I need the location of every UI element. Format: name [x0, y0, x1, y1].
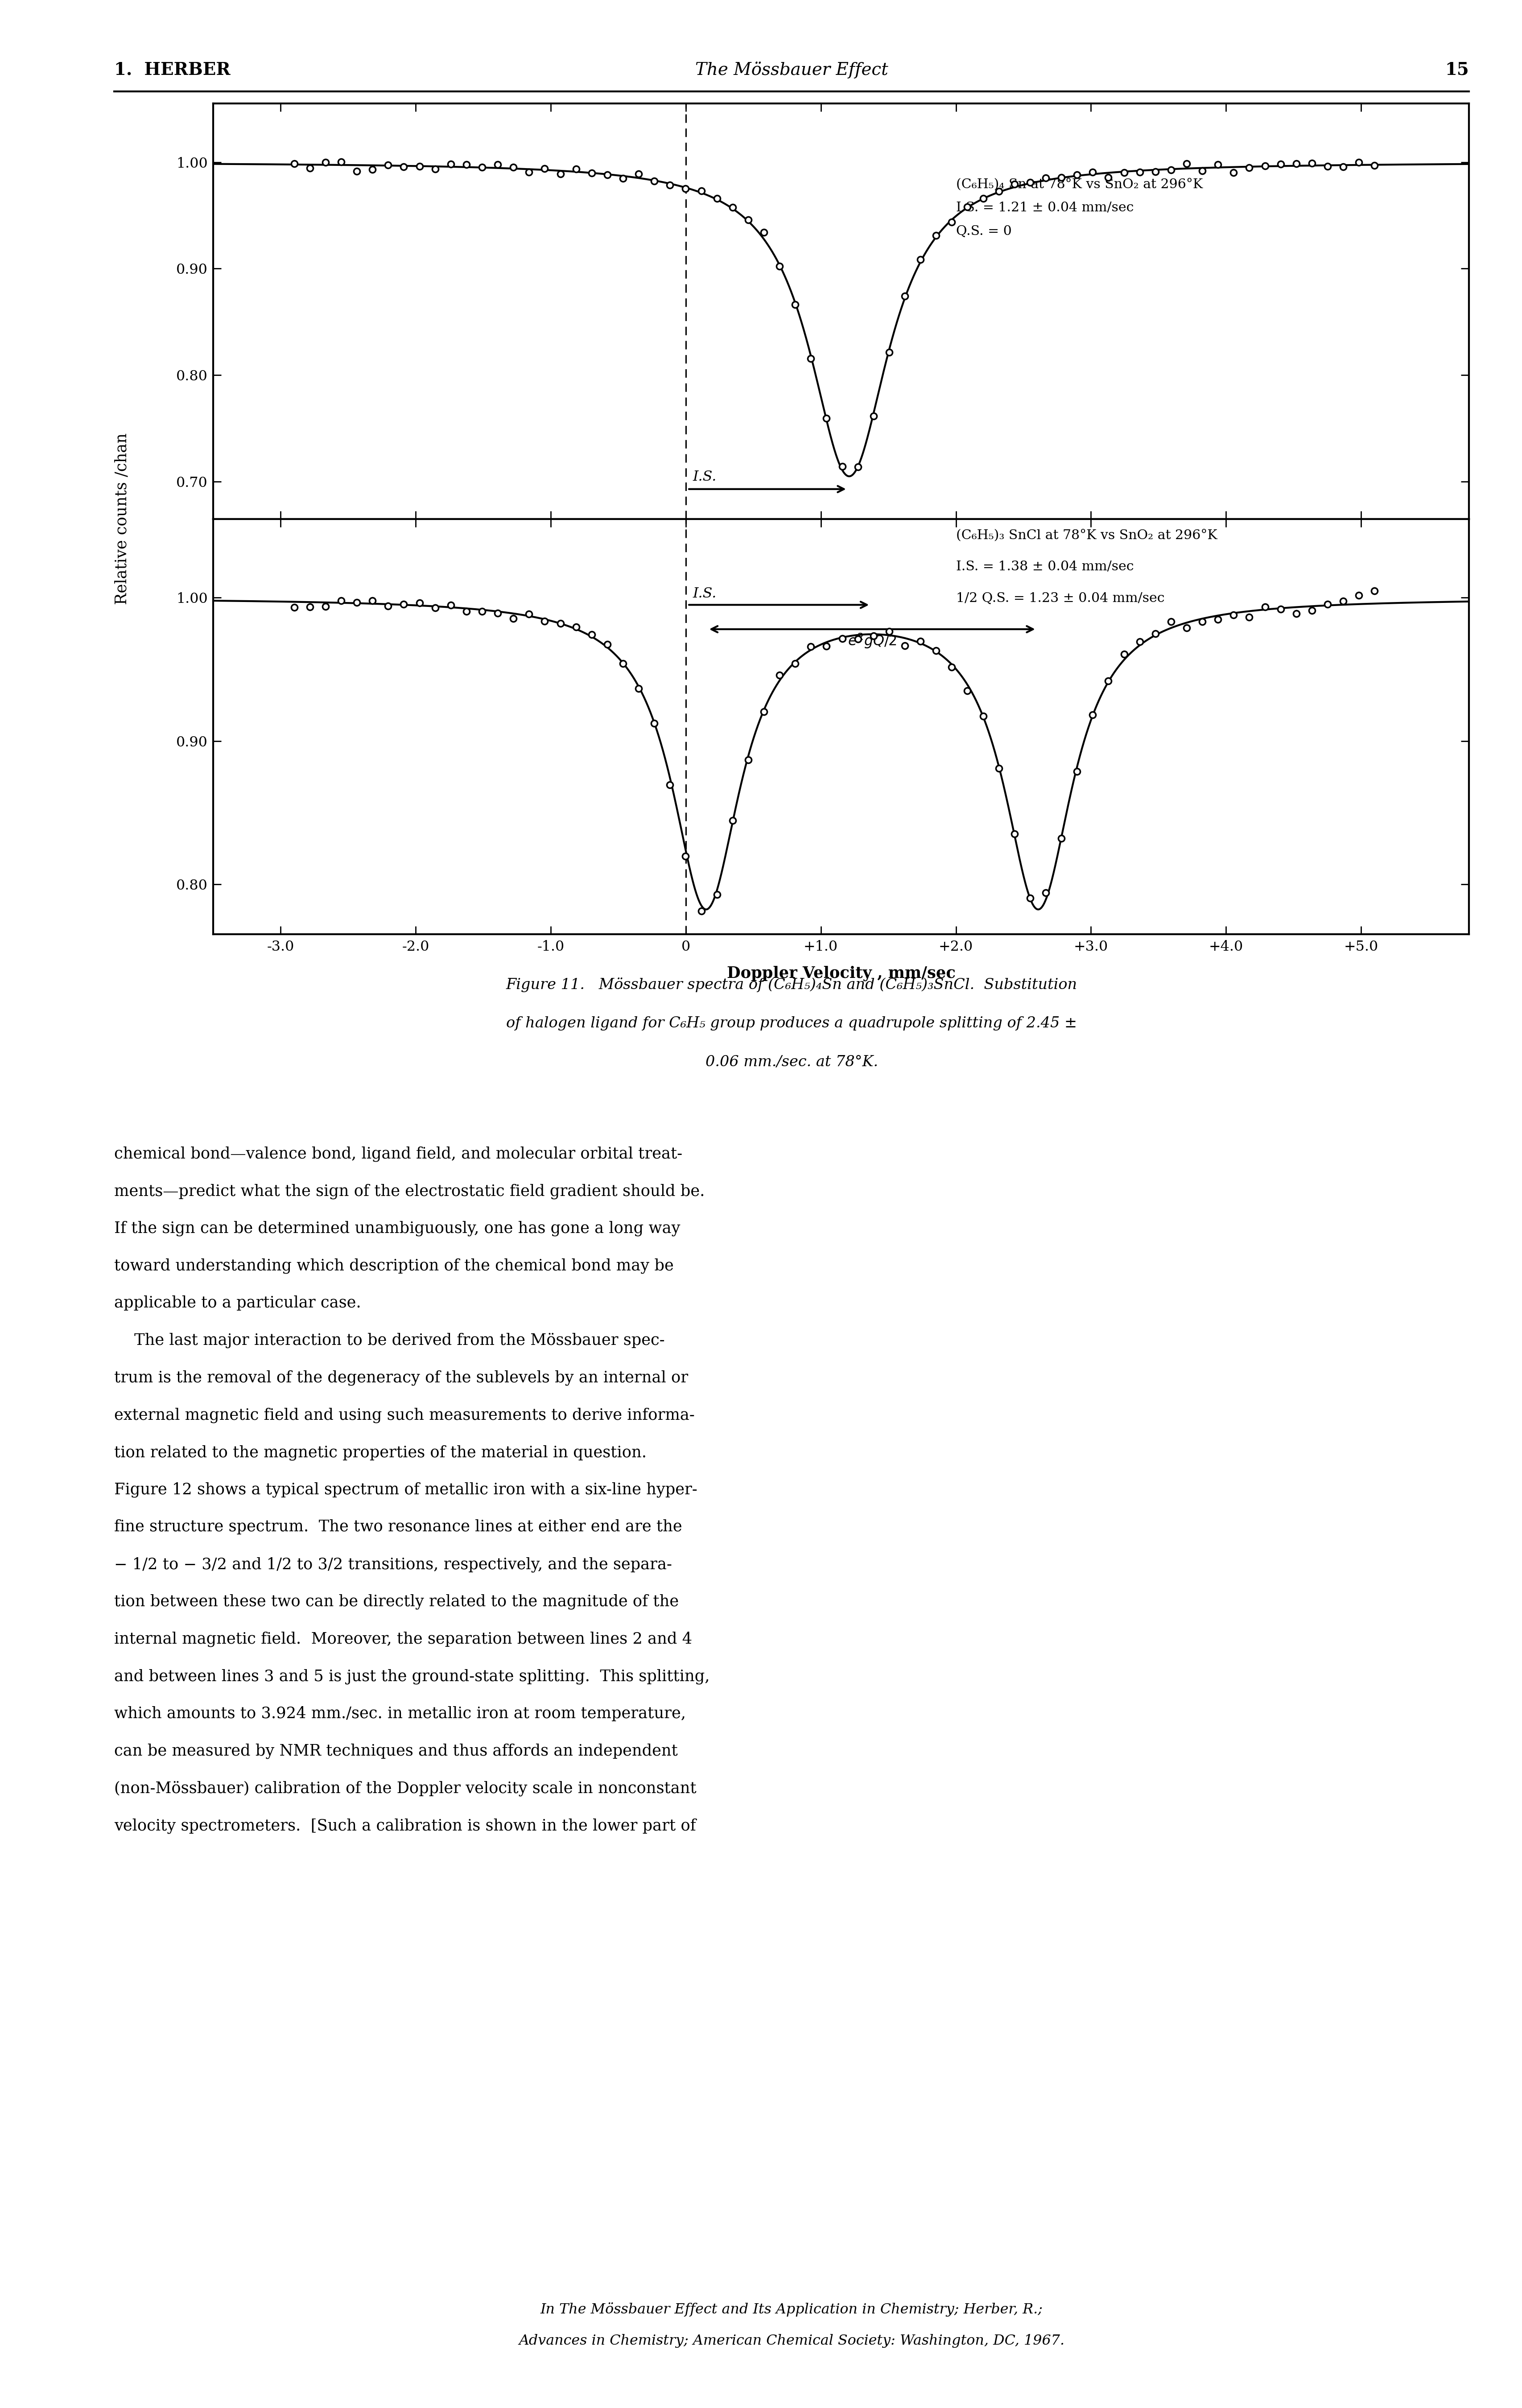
Text: I.S.: I.S.: [693, 470, 717, 484]
Text: ments—predict what the sign of the electrostatic field gradient should be.: ments—predict what the sign of the elect…: [114, 1185, 705, 1199]
Text: 1/2 Q.S. = 1.23 ± 0.04 mm/sec: 1/2 Q.S. = 1.23 ± 0.04 mm/sec: [956, 592, 1164, 604]
Text: of halogen ligand for C₆H₅ group produces a quadrupole splitting of 2.45 ±: of halogen ligand for C₆H₅ group produce…: [507, 1016, 1076, 1031]
Text: Figure 12 shows a typical spectrum of metallic iron with a six-line hyper-: Figure 12 shows a typical spectrum of me…: [114, 1483, 697, 1498]
Text: velocity spectrometers.  [Such a calibration is shown in the lower part of: velocity spectrometers. [Such a calibrat…: [114, 1818, 696, 1832]
Text: applicable to a particular case.: applicable to a particular case.: [114, 1296, 361, 1310]
Text: The Mössbauer Effect: The Mössbauer Effect: [696, 60, 887, 79]
Text: (C₆H₅)₄ Sn at 78°K vs SnO₂ at 296°K: (C₆H₅)₄ Sn at 78°K vs SnO₂ at 296°K: [956, 178, 1202, 190]
Text: If the sign can be determined unambiguously, one has gone a long way: If the sign can be determined unambiguou…: [114, 1221, 680, 1235]
Text: $e^2gQ/2$: $e^2gQ/2$: [848, 631, 896, 650]
Text: − 1/2 to − 3/2 and 1/2 to 3/2 transitions, respectively, and the separa-: − 1/2 to − 3/2 and 1/2 to 3/2 transition…: [114, 1558, 671, 1572]
Text: tion between these two can be directly related to the magnitude of the: tion between these two can be directly r…: [114, 1594, 679, 1609]
Text: trum is the removal of the degeneracy of the sublevels by an internal or: trum is the removal of the degeneracy of…: [114, 1370, 688, 1385]
Text: and between lines 3 and 5 is just the ground-state splitting.  This splitting,: and between lines 3 and 5 is just the gr…: [114, 1669, 709, 1683]
Text: 0.06 mm./sec. at 78°K.: 0.06 mm./sec. at 78°K.: [705, 1055, 878, 1069]
Text: tion related to the magnetic properties of the material in question.: tion related to the magnetic properties …: [114, 1445, 647, 1459]
Text: internal magnetic field.  Moreover, the separation between lines 2 and 4: internal magnetic field. Moreover, the s…: [114, 1633, 693, 1647]
Text: fine structure spectrum.  The two resonance lines at either end are the: fine structure spectrum. The two resonan…: [114, 1519, 682, 1534]
Text: I.S.: I.S.: [693, 588, 717, 600]
Text: Relative counts /chan: Relative counts /chan: [114, 433, 129, 604]
Text: which amounts to 3.924 mm./sec. in metallic iron at room temperature,: which amounts to 3.924 mm./sec. in metal…: [114, 1707, 686, 1722]
Text: I.S. = 1.21 ± 0.04 mm/sec: I.S. = 1.21 ± 0.04 mm/sec: [956, 202, 1134, 214]
Text: chemical bond—valence bond, ligand field, and molecular orbital treat-: chemical bond—valence bond, ligand field…: [114, 1146, 682, 1161]
Text: 1.  HERBER: 1. HERBER: [114, 60, 230, 79]
Text: (non-Mössbauer) calibration of the Doppler velocity scale in nonconstant: (non-Mössbauer) calibration of the Doppl…: [114, 1782, 696, 1796]
Text: In The Mössbauer Effect and Its Application in Chemistry; Herber, R.;: In The Mössbauer Effect and Its Applicat…: [540, 2302, 1043, 2316]
Text: external magnetic field and using such measurements to derive informa-: external magnetic field and using such m…: [114, 1406, 694, 1423]
Text: toward understanding which description of the chemical bond may be: toward understanding which description o…: [114, 1259, 674, 1274]
Text: The last major interaction to be derived from the Mössbauer spec-: The last major interaction to be derived…: [114, 1334, 665, 1348]
Text: I.S. = 1.38 ± 0.04 mm/sec: I.S. = 1.38 ± 0.04 mm/sec: [956, 561, 1134, 573]
Text: can be measured by NMR techniques and thus affords an independent: can be measured by NMR techniques and th…: [114, 1743, 677, 1758]
Text: Doppler Velocity , mm/sec: Doppler Velocity , mm/sec: [726, 966, 956, 980]
Text: (C₆H₅)₃ SnCl at 78°K vs SnO₂ at 296°K: (C₆H₅)₃ SnCl at 78°K vs SnO₂ at 296°K: [956, 530, 1216, 542]
Text: Advances in Chemistry; American Chemical Society: Washington, DC, 1967.: Advances in Chemistry; American Chemical…: [519, 2333, 1064, 2348]
Text: Figure 11.   Mössbauer spectra of (C₆H₅)₄Sn and (C₆H₅)₃SnCl.  Substitution: Figure 11. Mössbauer spectra of (C₆H₅)₄S…: [505, 978, 1078, 992]
Text: 15: 15: [1444, 60, 1469, 79]
Text: Q.S. = 0: Q.S. = 0: [956, 224, 1011, 238]
